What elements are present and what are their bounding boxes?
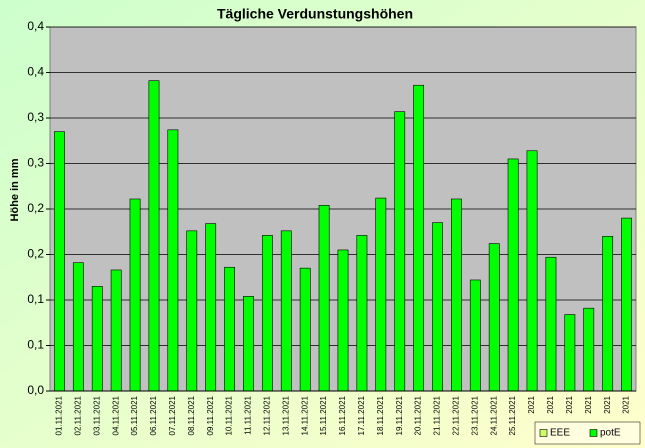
bar [375, 197, 387, 392]
bar [54, 131, 65, 392]
x-tick-label: 16.11.2021 [338, 395, 347, 435]
x-tick-label: 14.11.2021 [300, 395, 309, 435]
bar [583, 307, 595, 392]
bar [280, 230, 292, 392]
x-tick-label: 07.11.2021 [168, 395, 177, 435]
y-tick-label: 0,4 [27, 19, 44, 33]
legend [534, 421, 641, 445]
x-tick-label: 25.11.2021 [508, 395, 517, 435]
legend-swatch [589, 429, 598, 437]
y-tick-label: 0,0 [27, 383, 44, 397]
x-tick-label: 2021 [565, 395, 574, 413]
x-tick-label: 19.11.2021 [395, 395, 404, 435]
bar [413, 84, 425, 392]
y-tick-label: 0,1 [27, 338, 44, 352]
y-tick-label: 0,3 [27, 110, 44, 124]
x-tick-label: 23.11.2021 [470, 395, 479, 435]
bar [469, 279, 481, 392]
bar [167, 129, 179, 392]
bar [451, 198, 462, 392]
chart-title: Tägliche Verdunstungshöhen [217, 6, 413, 22]
bar [545, 256, 557, 392]
y-tick-label: 0,4 [27, 65, 44, 79]
x-tick-label: 10.11.2021 [225, 395, 234, 435]
bar [91, 286, 103, 392]
x-tick-label: 06.11.2021 [149, 395, 158, 435]
y-axis-label: Höhe in mm [9, 158, 21, 221]
legend-swatch [539, 429, 548, 437]
bar [224, 266, 235, 392]
x-tick-label: 2021 [527, 395, 536, 413]
x-tick-label: 12.11.2021 [262, 395, 271, 435]
bar [186, 230, 198, 392]
x-tick-label: 13.11.2021 [281, 395, 290, 435]
bar [356, 235, 368, 392]
bar [602, 236, 614, 392]
x-tick-label: 09.11.2021 [206, 395, 215, 435]
bar [299, 267, 311, 392]
y-tick-label: 0,2 [27, 247, 44, 261]
legend-label: EEE [550, 428, 570, 439]
x-tick-label: 01.11.2021 [55, 395, 64, 435]
legend-label: potE [600, 428, 621, 439]
bar [148, 80, 160, 392]
bar [110, 269, 122, 392]
x-tick-label: 15.11.2021 [319, 395, 328, 435]
bar [526, 150, 538, 392]
y-tick-label: 0,1 [27, 292, 44, 306]
x-tick-label: 08.11.2021 [187, 395, 196, 435]
x-tick-label: 22.11.2021 [452, 395, 461, 435]
bar [488, 243, 500, 392]
bar [507, 158, 519, 392]
x-tick-label: 17.11.2021 [357, 395, 366, 435]
x-tick-label: 2021 [546, 395, 555, 413]
bar [394, 111, 406, 392]
bar [337, 249, 349, 392]
x-tick-label: 04.11.2021 [111, 395, 120, 435]
bar [261, 235, 273, 392]
x-tick-label: 03.11.2021 [92, 395, 101, 435]
bar [205, 223, 217, 392]
x-tick-label: 24.11.2021 [489, 395, 498, 435]
bar [621, 217, 632, 392]
bar [564, 314, 576, 392]
x-tick-label: 21.11.2021 [433, 395, 442, 435]
y-tick-label: 0,2 [27, 201, 44, 215]
x-tick-label: 05.11.2021 [130, 395, 139, 435]
x-tick-label: 2021 [622, 395, 631, 413]
x-tick-label: 2021 [584, 395, 593, 413]
y-tick-label: 0,3 [27, 156, 44, 170]
x-tick-label: 2021 [603, 395, 612, 413]
bar [129, 198, 141, 392]
x-tick-label: 18.11.2021 [376, 395, 385, 435]
x-tick-label: 20.11.2021 [414, 395, 423, 435]
x-tick-label: 11.11.2021 [244, 395, 253, 434]
bar [318, 205, 330, 392]
bar [72, 262, 84, 392]
bar [243, 296, 254, 392]
bar [432, 222, 443, 392]
x-tick-label: 02.11.2021 [73, 395, 82, 435]
